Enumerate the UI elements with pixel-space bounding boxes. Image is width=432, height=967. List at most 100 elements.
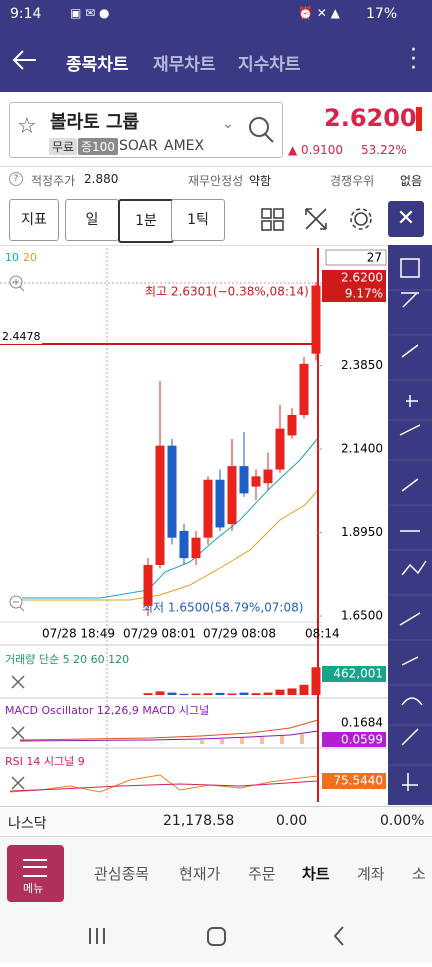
y-tick-label: 1.6500 xyxy=(341,609,383,623)
nav-item[interactable]: 현재가 xyxy=(179,865,221,883)
candle-body xyxy=(167,445,177,538)
cross-price: 2.4478 xyxy=(2,330,41,343)
indicator-button[interactable]: 지표 xyxy=(9,199,59,241)
close-panel[interactable] xyxy=(11,675,25,689)
volume-bar xyxy=(311,667,321,695)
info-label: 재무안정성 xyxy=(188,174,244,188)
value-box xyxy=(322,773,386,789)
info-label: 적정주가 xyxy=(31,174,76,188)
nav-item[interactable]: 주문 xyxy=(248,865,276,883)
nav-item[interactable]: 관심종목 xyxy=(94,865,150,883)
tab[interactable]: 종목차트 xyxy=(66,55,129,75)
info-value: 2.880 xyxy=(84,172,119,186)
tab[interactable]: 지수차트 xyxy=(238,55,301,75)
low-label: 최저 1.6500(58.79%,07:08) xyxy=(142,601,303,615)
nav-item[interactable]: 차트 xyxy=(302,865,330,883)
more-menu[interactable]: · · · xyxy=(410,38,417,81)
zoom-icons[interactable] xyxy=(9,275,25,612)
tab[interactable]: 재무차트 xyxy=(153,55,216,75)
index-name: 나스닥 xyxy=(8,816,47,832)
badge: 증100 xyxy=(78,138,118,155)
last-price-box xyxy=(322,270,386,302)
candle-body xyxy=(299,363,309,415)
menu-button[interactable]: 메뉴 xyxy=(7,845,64,902)
label-bg xyxy=(0,330,42,344)
drawing-toolbar xyxy=(388,245,432,805)
period-button[interactable]: 1분 xyxy=(118,199,174,243)
header: 종목차트 재무차트 지수차트 · · · xyxy=(0,30,432,92)
macd-line xyxy=(19,719,319,741)
help-icon[interactable]: ? xyxy=(9,172,23,186)
count-box[interactable] xyxy=(325,249,387,266)
nav-item[interactable]: 소 xyxy=(412,865,426,883)
volume-bar xyxy=(143,693,153,695)
status-icons: ⏰ ✕ ▲ xyxy=(298,6,340,20)
back-button[interactable] xyxy=(10,48,38,72)
info-label: 경쟁우위 xyxy=(330,174,375,188)
volume-bar xyxy=(263,692,273,695)
signal-line xyxy=(19,730,319,742)
y-tick-label: 2.1400 xyxy=(341,442,383,456)
ma-legend-item: 10 xyxy=(5,251,19,264)
volume-bar xyxy=(251,693,261,695)
dropdown[interactable]: ⌄ xyxy=(222,116,234,132)
price-bar xyxy=(416,107,422,131)
volume-bar xyxy=(215,692,225,695)
nav-item[interactable]: 계좌 xyxy=(357,865,385,883)
status-bar: 9:14 ▣ ✉ ● ⏰ ✕ ▲ 17% xyxy=(0,0,432,30)
exchange: AMEX xyxy=(164,138,205,154)
status-icons: ▣ ✉ ● xyxy=(70,6,110,20)
ma-legend: 10 20 xyxy=(5,251,37,264)
candle-body xyxy=(227,466,237,525)
high-label: 최고 2.6301(−0.38%,08:14) xyxy=(145,285,309,299)
last-percent: 9.17% xyxy=(345,287,383,301)
candle-body xyxy=(191,537,201,559)
index-value: 21,178.58 xyxy=(163,813,235,829)
search-box[interactable] xyxy=(9,102,283,158)
favorite-star[interactable]: ☆ xyxy=(17,114,37,139)
close-panel[interactable] xyxy=(11,726,25,740)
rsi-title: RSI 14 시그널 9 xyxy=(5,755,85,768)
value-box xyxy=(322,666,386,682)
tools-button[interactable]: ✕ xyxy=(388,201,424,237)
time-label: 07/28 18:49 xyxy=(42,627,115,641)
candle-body xyxy=(215,479,225,528)
macd-title: MACD Oscillator 12,26,9 MACD 시그널 xyxy=(5,704,209,717)
volume-bar xyxy=(227,693,237,695)
rsi-value: 75.5440 xyxy=(333,774,383,788)
change-percent: 53.22% xyxy=(361,143,407,157)
rsi-line xyxy=(9,774,319,793)
ticker: SOAR xyxy=(119,138,158,154)
info-value: 없음 xyxy=(400,174,423,188)
system-buttons[interactable] xyxy=(0,908,432,963)
drawing-tools[interactable] xyxy=(388,245,432,805)
ma-line xyxy=(22,489,319,601)
candle-body xyxy=(263,469,273,484)
menu-label: 메뉴 xyxy=(23,882,44,895)
ma-legend-item: 20 xyxy=(23,251,37,264)
system-nav xyxy=(0,908,432,963)
period-button[interactable]: 일 xyxy=(65,199,119,241)
stock-info: ☆ 볼라토 그룹 무료 증100 SOAR AMEX ⌄ 2.6200 ▲ 0.… xyxy=(0,92,432,167)
ticker-bar: 나스닥 21,178.58 0.00 0.00% xyxy=(0,806,432,837)
candle-body xyxy=(311,285,321,354)
volume-bar xyxy=(299,684,309,695)
period-button[interactable]: 1틱 xyxy=(171,199,225,241)
bottom-nav: 메뉴 관심종목 현재가 주문 차트 계좌 소 xyxy=(0,836,432,909)
stock-name: 볼라토 그룹 xyxy=(50,112,140,133)
y-tick-label: 1.8950 xyxy=(341,525,383,539)
search-icon[interactable] xyxy=(247,116,275,144)
toolbar-icons[interactable] xyxy=(258,205,398,235)
time-axis: 07/28 18:49 07/29 08:01 07/29 08:08 08:1… xyxy=(42,627,340,641)
count-label: 27 xyxy=(367,251,382,265)
close-panel[interactable] xyxy=(11,776,25,790)
y-tick-label: 2.3850 xyxy=(341,358,383,372)
volume-bar xyxy=(191,693,201,695)
chart: 2.4478 10 20 27 2.6200 9.17% 최고 2.6301(−… xyxy=(0,248,388,802)
candle-body xyxy=(143,564,153,606)
candle-body xyxy=(251,476,261,487)
volume-title: 거래량 단순 5 20 60 120 xyxy=(5,653,129,666)
candle-body xyxy=(239,466,249,494)
info-value: 약함 xyxy=(249,174,272,188)
